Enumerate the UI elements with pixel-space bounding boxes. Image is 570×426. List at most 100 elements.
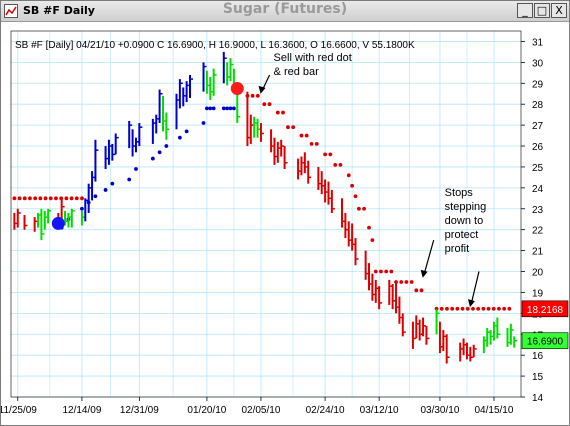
ohlc-bars <box>13 51 518 364</box>
sell-stop-dot <box>38 196 43 201</box>
sell-stop-dot <box>497 306 501 311</box>
arrow-head-icon <box>467 299 475 308</box>
sell-stop-dot <box>314 142 319 146</box>
chart-app-icon <box>4 4 18 18</box>
close-button[interactable]: X <box>551 3 567 18</box>
price-badge-label: 16.6900 <box>527 337 564 348</box>
buy-stop-dot <box>127 177 132 182</box>
y-tick-label: 31 <box>532 37 544 48</box>
buy-stop-dot <box>225 106 230 111</box>
sell-stop-dot <box>275 110 280 115</box>
sell-stop-dot <box>491 306 496 311</box>
buy-stop-dot <box>150 156 155 161</box>
y-tick-label: 15 <box>532 372 544 383</box>
info-line: SB #F [Daily] 04/21/10 +0.0900 C 16.6900… <box>15 40 415 51</box>
annotation-text: & red bar <box>274 66 320 78</box>
sell-stop-dot <box>465 306 470 311</box>
sell-stop-dot <box>419 288 424 293</box>
y-tick-label: 14 <box>532 393 544 404</box>
annotation-text: stepping <box>445 201 487 213</box>
price-badge-red <box>521 300 569 318</box>
sell-stop-dot <box>481 306 486 311</box>
x-tick-label: 03/30/10 <box>420 405 459 416</box>
sell-stop-dot <box>338 162 343 167</box>
buy-stop-dot <box>134 167 138 171</box>
buy-stop-dot <box>232 106 236 111</box>
sell-stop-dot <box>267 102 272 107</box>
y-tick-label: 19 <box>532 288 544 299</box>
x-axis: 11/25/09 12/14/09 12/31/09 01/20/10 02/05/10… <box>1 397 514 416</box>
annotation-arrow <box>423 239 435 276</box>
price-badge-green <box>521 332 569 350</box>
buy-stop-dot <box>110 181 115 186</box>
x-tick-label: 02/24/10 <box>306 405 345 416</box>
y-tick-label: 16 <box>532 351 544 362</box>
sell-stop-dot <box>33 196 38 201</box>
x-tick-label: 03/12/10 <box>360 405 399 416</box>
sell-stop-dot <box>281 110 285 115</box>
buy-stop-dot <box>103 188 108 192</box>
sell-stop-dot <box>255 93 260 98</box>
chart-title: Sugar (Futures) <box>222 1 348 17</box>
sell-stop-dot <box>362 206 366 211</box>
sell-stop-dot <box>445 306 449 311</box>
sell-stop-dot <box>404 280 409 284</box>
annotation-text: down to <box>445 215 484 227</box>
sell-stop-dot <box>439 306 444 311</box>
maximize-button[interactable]: □ <box>534 3 550 18</box>
window-title: SB #F Daily <box>23 4 95 17</box>
sell-stop-dot <box>414 288 419 293</box>
annotation-text: protect <box>445 229 479 241</box>
sell-stop-dot <box>476 306 481 311</box>
minimize-button[interactable]: _ <box>517 3 533 18</box>
sell-stop-dot <box>486 306 491 311</box>
grid <box>11 31 521 398</box>
sell-stop-dot <box>43 196 48 201</box>
buy-stop-dot <box>208 106 213 111</box>
price-chart[interactable]: Sell with red dot & red bar Stops stepping d… <box>1 21 569 425</box>
y-tick-label: 29 <box>532 79 544 90</box>
sell-stop-dot <box>350 183 355 188</box>
buy-stop-dot <box>184 129 189 134</box>
sell-stop-dot <box>379 269 383 274</box>
buy-stop-dot <box>204 106 209 111</box>
y-tick-label: 26 <box>532 142 544 153</box>
y-tick-label: 20 <box>532 268 544 279</box>
signals <box>51 82 244 230</box>
sell-stop-dot <box>17 196 22 201</box>
x-tick-label: 11/25/09 <box>1 405 37 416</box>
y-tick-label: 27 <box>532 121 544 132</box>
sell-stop-dot <box>373 269 378 274</box>
sell-stop-dot <box>291 125 296 130</box>
buy-stop-dot <box>211 106 216 111</box>
title-bar[interactable]: SB #F Daily Sugar (Futures) _ □ X <box>1 1 569 22</box>
y-tick-label: 21 <box>532 247 544 258</box>
sell-stop-dot <box>353 194 358 199</box>
annotations: Sell with red dot & red bar Stops stepping d… <box>258 52 487 308</box>
sell-stop-dot <box>450 306 455 311</box>
price-badges: 18.2168 16.6900 <box>521 300 569 350</box>
sell-stop-dot <box>262 102 267 107</box>
x-tick-label: 12/14/09 <box>62 405 101 416</box>
y-tick-label: 25 <box>532 163 544 174</box>
sell-stop-dot <box>389 269 394 274</box>
sell-stop-dot <box>74 196 79 201</box>
sell-stop-dot <box>54 196 58 201</box>
arrow-head-icon <box>258 85 266 94</box>
sell-stop-dot <box>502 306 507 311</box>
sell-stop-dot <box>507 306 512 311</box>
sell-stop-dot <box>286 125 290 130</box>
buy-stop-dot <box>228 106 233 111</box>
sell-stop-dot <box>367 225 371 230</box>
sell-stop-dot <box>471 306 475 311</box>
annotation-text: Stops <box>445 187 474 199</box>
sell-stop-dot <box>370 238 375 243</box>
x-tick-label: 02/05/10 <box>241 405 280 416</box>
buy-stop-dot <box>157 150 162 155</box>
x-tick-label: 12/31/09 <box>120 405 159 416</box>
arrow-head-icon <box>420 269 428 278</box>
sell-stop-dot <box>69 196 74 201</box>
sell-stop-dot <box>328 152 333 157</box>
y-tick-label: 24 <box>532 184 544 195</box>
